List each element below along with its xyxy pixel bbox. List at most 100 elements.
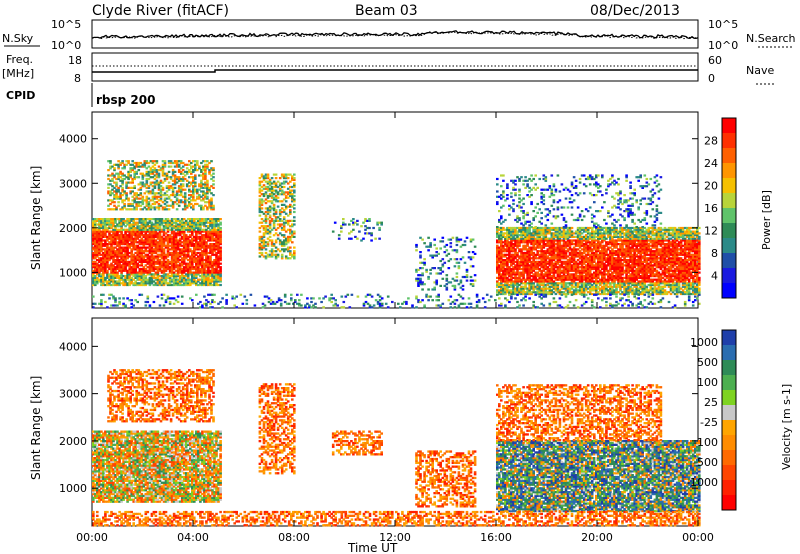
data-cell [112, 282, 115, 285]
data-cell [144, 276, 148, 279]
data-cell [96, 255, 99, 258]
data-cell [156, 280, 160, 283]
data-cell [102, 253, 105, 256]
data-cell [166, 250, 170, 253]
data-cell [108, 264, 111, 267]
data-cell [168, 241, 172, 244]
data-cell [147, 177, 151, 181]
data-cell [184, 283, 188, 287]
data-cell [207, 251, 210, 255]
data-cell [138, 282, 142, 285]
data-cell [164, 257, 168, 260]
data-cell [154, 219, 158, 222]
data-cell [96, 259, 99, 262]
data-cell [164, 275, 168, 278]
data-cell [116, 228, 119, 231]
data-cell [207, 237, 210, 240]
data-cell [180, 278, 184, 281]
data-cell [96, 244, 99, 247]
data-cell [114, 280, 117, 283]
data-cell [360, 225, 363, 228]
data-cell [205, 280, 208, 283]
data-cell [113, 181, 116, 184]
data-cell [94, 230, 97, 233]
data-cell [136, 271, 139, 274]
data-cell [160, 251, 164, 255]
data-cell [219, 221, 222, 224]
data-cell [199, 257, 202, 260]
data-cell [199, 269, 202, 272]
data-cell [124, 259, 127, 262]
data-cell [154, 235, 158, 238]
data-cell [172, 232, 176, 235]
data-cell [191, 271, 194, 274]
data-cell [148, 267, 152, 271]
data-cell [129, 169, 132, 172]
data-cell [189, 271, 192, 274]
data-cell [209, 255, 212, 258]
data-cell [158, 244, 162, 247]
data-cell [211, 250, 214, 253]
data-cell [167, 170, 171, 173]
data-cell [128, 244, 131, 247]
data-cell [180, 276, 184, 279]
data-cell [178, 262, 182, 265]
data-cell [158, 267, 162, 271]
data-cell [156, 262, 160, 265]
data-cell [151, 192, 155, 195]
data-cell [102, 257, 105, 260]
data-cell [217, 260, 220, 263]
data-cell [170, 253, 174, 256]
data-cell [158, 248, 162, 251]
data-cell [219, 223, 222, 226]
data-cell [199, 239, 202, 242]
data-cell [139, 201, 143, 204]
data-cell [122, 266, 125, 269]
data-cell [146, 250, 150, 253]
data-cell [108, 230, 111, 233]
data-cell [118, 239, 121, 242]
data-cell [455, 249, 459, 252]
data-cell [148, 235, 152, 238]
data-cell [104, 248, 107, 251]
data-cell [117, 160, 120, 163]
data-cell [358, 230, 361, 233]
data-cell [201, 228, 204, 231]
data-cell [195, 237, 198, 240]
data-cell [96, 267, 99, 271]
data-cell [110, 283, 113, 287]
data-cell [141, 199, 145, 202]
data-cell [156, 241, 160, 244]
data-cell [197, 269, 200, 272]
data-cell [104, 225, 107, 228]
data-cell [197, 271, 200, 274]
data-cell [215, 219, 218, 222]
data-cell [193, 276, 196, 279]
data-cell [104, 234, 107, 237]
data-cell [156, 276, 160, 279]
data-cell [106, 228, 109, 231]
data-cell [178, 283, 182, 287]
data-cell [124, 262, 127, 265]
data-cell [150, 273, 154, 276]
data-cell [96, 234, 99, 237]
data-cell [215, 259, 218, 262]
data-cell [108, 218, 111, 221]
data-cell [152, 273, 156, 276]
data-cell [116, 262, 119, 265]
data-cell [172, 262, 176, 265]
data-cell [136, 283, 139, 287]
data-cell [195, 232, 198, 235]
data-cell [110, 275, 113, 278]
data-cell [172, 221, 176, 224]
data-cell [134, 255, 137, 258]
data-cell [139, 172, 143, 175]
data-cell [158, 234, 162, 237]
data-cell [162, 278, 166, 281]
data-cell [168, 267, 172, 271]
data-cell [158, 253, 162, 256]
data-cell [158, 246, 162, 249]
data-cell [415, 249, 418, 252]
data-cell [132, 269, 135, 272]
data-cell [211, 246, 214, 249]
